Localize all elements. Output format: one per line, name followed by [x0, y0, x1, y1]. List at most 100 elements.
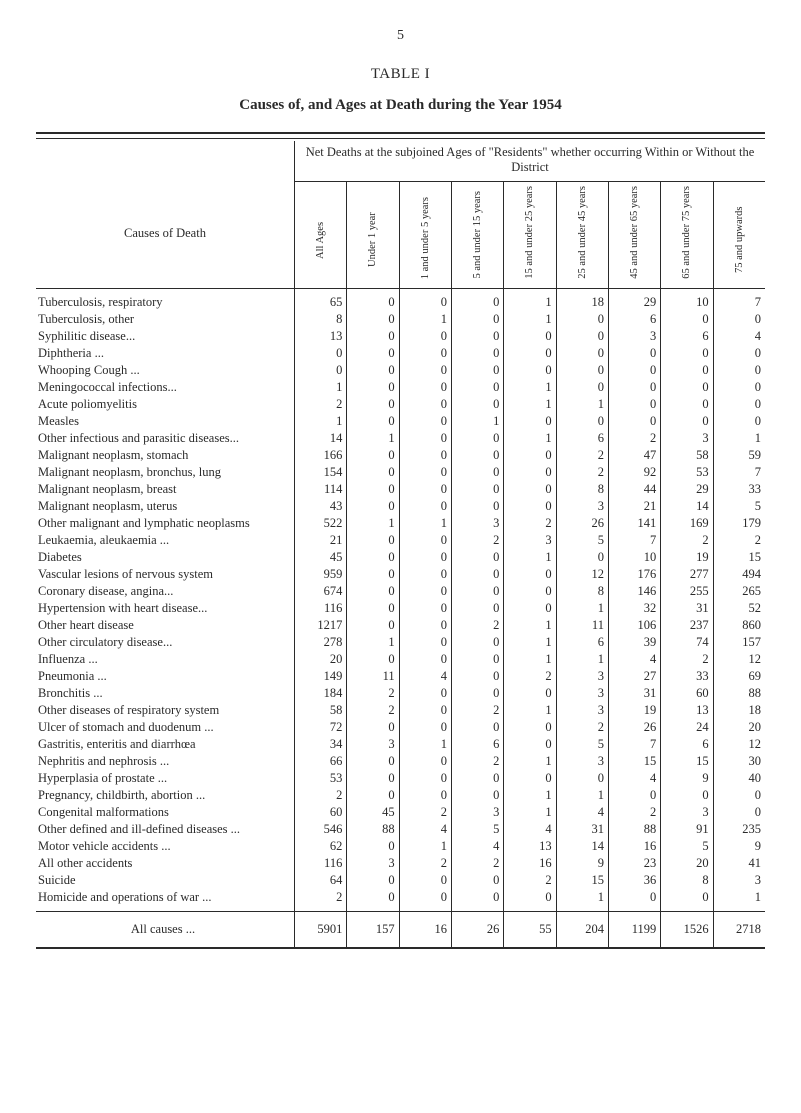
value-cell: 53	[661, 464, 713, 481]
value-cell: 0	[347, 617, 399, 634]
value-cell: 0	[399, 328, 451, 345]
value-cell: 59	[713, 447, 765, 464]
table-caption: Causes of, and Ages at Death during the …	[36, 97, 765, 114]
value-cell: 0	[399, 362, 451, 379]
value-cell: 29	[661, 481, 713, 498]
table-row: Congenital malformations60452314230	[36, 804, 765, 821]
col-header-cause: Causes of Death	[36, 182, 295, 289]
value-cell: 1	[504, 549, 556, 566]
value-cell: 0	[608, 889, 660, 912]
value-cell: 4	[451, 838, 503, 855]
value-cell: 0	[347, 872, 399, 889]
value-cell: 36	[608, 872, 660, 889]
value-cell: 21	[608, 498, 660, 515]
cause-cell: Malignant neoplasm, bronchus, lung	[36, 464, 295, 481]
value-cell: 0	[661, 413, 713, 430]
totals-cell: 1526	[661, 911, 713, 947]
value-cell: 0	[399, 481, 451, 498]
value-cell: 0	[347, 447, 399, 464]
value-cell: 0	[661, 311, 713, 328]
value-cell: 0	[608, 787, 660, 804]
value-cell: 43	[295, 498, 347, 515]
value-cell: 1	[556, 396, 608, 413]
cause-cell: Malignant neoplasm, stomach	[36, 447, 295, 464]
value-cell: 15	[556, 872, 608, 889]
value-cell: 0	[661, 889, 713, 912]
cause-cell: Whooping Cough ...	[36, 362, 295, 379]
value-cell: 0	[399, 770, 451, 787]
value-cell: 0	[661, 396, 713, 413]
table-row: Coronary disease, angina...6740000814625…	[36, 583, 765, 600]
value-cell: 69	[713, 668, 765, 685]
value-cell: 0	[399, 600, 451, 617]
value-cell: 0	[504, 583, 556, 600]
totals-cell: 55	[504, 911, 556, 947]
col-header-1-5: 1 and under 5 years	[399, 182, 451, 289]
value-cell: 0	[399, 345, 451, 362]
value-cell: 2	[451, 753, 503, 770]
value-cell: 0	[347, 719, 399, 736]
table-row: Malignant neoplasm, bronchus, lung154000…	[36, 464, 765, 481]
totals-cell: 1199	[608, 911, 660, 947]
value-cell: 0	[399, 532, 451, 549]
value-cell: 141	[608, 515, 660, 532]
value-cell: 1	[504, 787, 556, 804]
value-cell: 2	[347, 702, 399, 719]
value-cell: 4	[608, 651, 660, 668]
cause-cell: Other circulatory disease...	[36, 634, 295, 651]
value-cell: 2	[451, 702, 503, 719]
value-cell: 1	[295, 413, 347, 430]
page-number: 5	[36, 28, 765, 44]
value-cell: 10	[608, 549, 660, 566]
table-row: Vascular lesions of nervous system959000…	[36, 566, 765, 583]
value-cell: 9	[661, 770, 713, 787]
value-cell: 2	[451, 532, 503, 549]
cause-cell: Other diseases of respiratory system	[36, 702, 295, 719]
value-cell: 2	[295, 889, 347, 912]
value-cell: 4	[608, 770, 660, 787]
value-cell: 7	[608, 736, 660, 753]
value-cell: 2	[504, 668, 556, 685]
value-cell: 9	[556, 855, 608, 872]
deaths-table: Net Deaths at the subjoined Ages of "Res…	[36, 141, 765, 947]
table-row: Acute poliomyelitis200011000	[36, 396, 765, 413]
value-cell: 45	[347, 804, 399, 821]
value-cell: 154	[295, 464, 347, 481]
value-cell: 0	[451, 583, 503, 600]
cause-cell: Malignant neoplasm, uterus	[36, 498, 295, 515]
value-cell: 4	[713, 328, 765, 345]
value-cell: 12	[713, 651, 765, 668]
value-cell: 60	[295, 804, 347, 821]
value-cell: 0	[713, 787, 765, 804]
table-row: Leukaemia, aleukaemia ...2100235722	[36, 532, 765, 549]
cause-cell: Congenital malformations	[36, 804, 295, 821]
cause-cell: Leukaemia, aleukaemia ...	[36, 532, 295, 549]
value-cell: 0	[504, 413, 556, 430]
value-cell: 23	[608, 855, 660, 872]
table-row: Bronchitis ...18420003316088	[36, 685, 765, 702]
value-cell: 959	[295, 566, 347, 583]
value-cell: 1	[504, 430, 556, 447]
col-header-under-1: Under 1 year	[347, 182, 399, 289]
value-cell: 64	[295, 872, 347, 889]
value-cell: 88	[608, 821, 660, 838]
value-cell: 0	[504, 447, 556, 464]
value-cell: 0	[451, 498, 503, 515]
table-row: Influenza ...20000114212	[36, 651, 765, 668]
value-cell: 1	[399, 736, 451, 753]
value-cell: 39	[608, 634, 660, 651]
value-cell: 6	[661, 736, 713, 753]
value-cell: 5	[556, 532, 608, 549]
value-cell: 2	[556, 464, 608, 481]
value-cell: 19	[661, 549, 713, 566]
cause-cell: Hypertension with heart disease...	[36, 600, 295, 617]
value-cell: 31	[661, 600, 713, 617]
value-cell: 0	[608, 362, 660, 379]
value-cell: 0	[399, 651, 451, 668]
value-cell: 2	[451, 855, 503, 872]
value-cell: 0	[399, 288, 451, 311]
value-cell: 0	[504, 566, 556, 583]
value-cell: 0	[347, 345, 399, 362]
value-cell: 1	[504, 617, 556, 634]
value-cell: 0	[451, 464, 503, 481]
